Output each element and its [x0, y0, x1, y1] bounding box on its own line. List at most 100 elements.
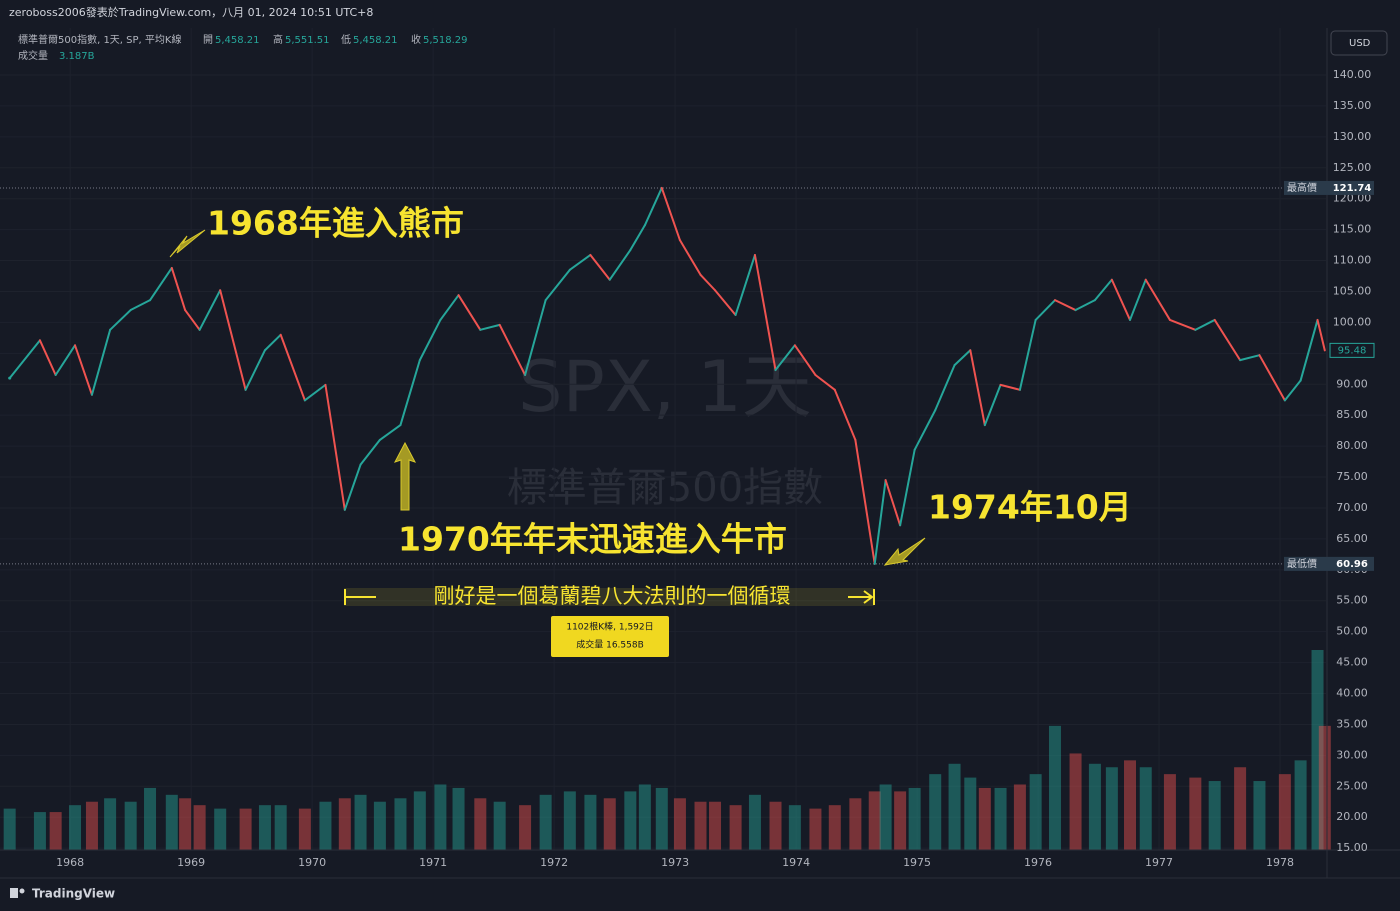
y-tick-label: 90.00 — [1336, 377, 1368, 390]
x-tick-label: 1970 — [298, 856, 326, 869]
volume-bar — [354, 794, 367, 850]
y-tick-label: 15.00 — [1336, 841, 1368, 854]
x-tick-label: 1976 — [1024, 856, 1052, 869]
price-segment — [343, 463, 362, 511]
legend-open-label: 開 — [203, 34, 213, 46]
price-segment — [568, 253, 592, 271]
y-tick-label: 105.00 — [1333, 284, 1372, 297]
volume-bar — [298, 808, 311, 850]
volume-bar — [85, 801, 98, 850]
price-segment — [439, 294, 460, 321]
y-tick-label: 135.00 — [1333, 99, 1372, 112]
price-segment — [1239, 354, 1261, 362]
legend-volume: 3.187B — [59, 51, 95, 62]
price-tag-box — [1284, 556, 1330, 571]
price-tag-box — [1330, 556, 1374, 571]
volume-bar — [124, 801, 137, 850]
price-segment — [678, 239, 702, 276]
last-price-box — [1329, 342, 1375, 358]
bracket — [863, 590, 874, 604]
price-segment — [983, 383, 1002, 427]
price-segment — [129, 299, 152, 312]
x-tick-label: 1968 — [56, 856, 84, 869]
price-segment — [544, 268, 571, 302]
volume-bar — [69, 805, 82, 850]
price-segment — [418, 318, 442, 362]
volume-bar — [655, 787, 668, 850]
volume-bar — [1253, 781, 1266, 850]
volume-bar — [434, 784, 447, 850]
price-segment — [8, 339, 41, 380]
measure-box — [551, 616, 669, 657]
y-tick-label: 50.00 — [1336, 625, 1368, 638]
price-segment — [378, 424, 402, 441]
legend-low-label: 低 — [341, 33, 351, 46]
price-segment — [303, 383, 327, 402]
volume-bar — [452, 787, 465, 850]
logo-text: TradingView — [32, 887, 115, 901]
price-segment — [999, 383, 1021, 391]
volume-bar — [193, 805, 206, 850]
price-segment — [660, 186, 681, 242]
price-segment — [74, 344, 93, 396]
volume-bar — [868, 791, 881, 850]
price-segment — [359, 438, 381, 466]
volume-bar — [1088, 763, 1101, 850]
volume-bar — [964, 777, 977, 850]
volume-bar — [539, 794, 552, 850]
volume-bar — [994, 787, 1007, 850]
price-segment — [1316, 318, 1326, 352]
legend-high-label: 高 — [273, 33, 283, 46]
volume-bar — [1013, 784, 1026, 850]
price-segment — [1213, 318, 1242, 362]
price-segment — [244, 349, 266, 391]
volume-bar — [104, 798, 117, 850]
price-segment — [734, 253, 756, 316]
x-tick-label: 1974 — [782, 856, 810, 869]
currency-button[interactable]: USD — [1330, 30, 1388, 56]
x-tick-label: 1973 — [661, 856, 689, 869]
price-tag-box — [1330, 180, 1374, 195]
currency-label[interactable]: USD — [1349, 38, 1371, 49]
volume-bar — [894, 791, 907, 850]
volume-bar — [258, 805, 271, 850]
volume-bar — [474, 798, 487, 850]
price-segment — [1034, 299, 1056, 321]
price-segment — [1018, 318, 1037, 391]
price-segment — [934, 364, 956, 412]
annotation: 1970年年末迅速進入牛市 — [398, 520, 787, 559]
x-tick-label: 1977 — [1145, 856, 1173, 869]
volume-bar — [1124, 760, 1137, 850]
volume-bar — [3, 808, 16, 850]
price-segment — [753, 253, 777, 372]
arrow — [883, 537, 926, 566]
currency-button-box[interactable] — [1330, 30, 1388, 56]
volume-bar — [1311, 650, 1324, 850]
price-segment — [90, 328, 112, 396]
price-segment — [219, 289, 247, 391]
legend-close-label: 收 — [411, 33, 421, 46]
price-segment — [109, 309, 132, 331]
price-segment — [184, 309, 201, 331]
y-tick-label: 75.00 — [1336, 470, 1368, 483]
volume-bar — [1139, 767, 1152, 850]
measure-bars: 1102根K棒, 1,592日 — [566, 621, 653, 633]
volume-bar — [1048, 725, 1061, 850]
x-tick-label: 1969 — [177, 856, 205, 869]
y-tick-label: 110.00 — [1333, 254, 1372, 267]
price-segment — [263, 333, 282, 352]
x-tick-label: 1978 — [1266, 856, 1294, 869]
x-tick-label: 1975 — [903, 856, 931, 869]
price-segment — [479, 323, 501, 331]
x-tick-label: 1971 — [419, 856, 447, 869]
y-tick-label: 120.00 — [1333, 192, 1372, 205]
header: zeroboss2006發表於TradingView.com，八月 01, 20… — [9, 5, 373, 19]
y-tick-label: 25.00 — [1336, 779, 1368, 792]
price-segment — [899, 448, 916, 527]
volume-bar — [413, 791, 426, 850]
price-segment — [774, 344, 796, 372]
price-segment — [854, 438, 876, 565]
volume-bar — [1318, 725, 1331, 850]
